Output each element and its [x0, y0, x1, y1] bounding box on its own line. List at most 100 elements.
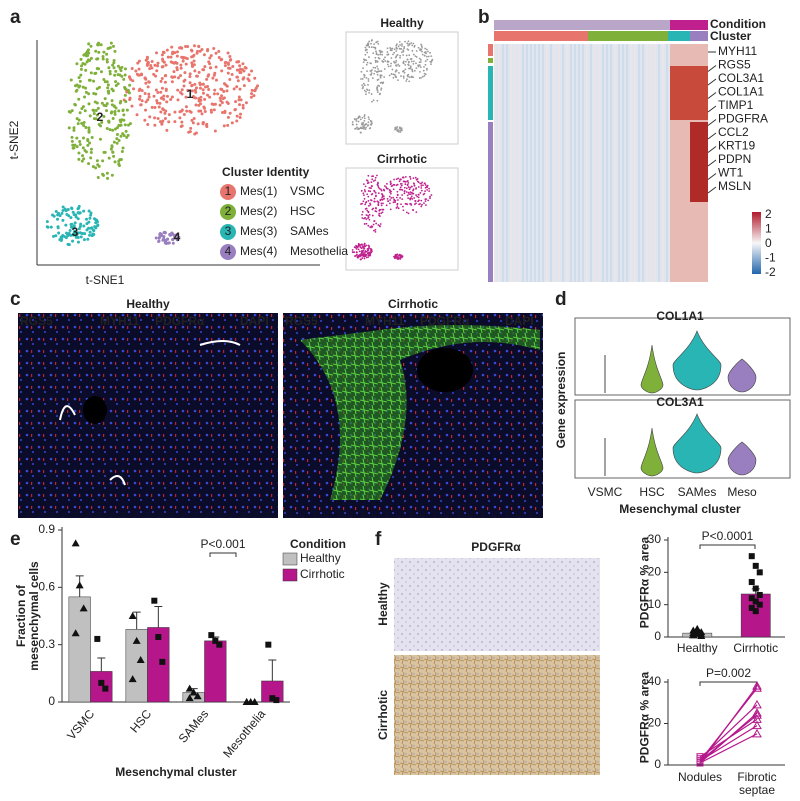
inset-dot: [367, 116, 370, 119]
tsne-dot: [109, 41, 113, 45]
error-bar: [154, 605, 163, 628]
tsne-dot: [244, 101, 248, 105]
inset-dot: [370, 187, 372, 189]
tsne-dot: [71, 143, 75, 147]
tsne-dot: [197, 44, 201, 48]
tsne-dot: [238, 87, 242, 91]
tsne-dot: [80, 159, 84, 163]
inset-dot: [422, 184, 424, 187]
tsne-dot: [160, 77, 164, 81]
tsne-dot: [144, 100, 148, 104]
tsne-dot: [220, 69, 224, 73]
tsne-dot: [57, 231, 61, 235]
tsne-dot: [156, 61, 160, 65]
inset-dot: [392, 73, 395, 76]
tsne-dot: [150, 60, 154, 64]
tsne-dot: [180, 55, 184, 59]
inset-dot: [395, 196, 398, 199]
tsne-dot: [188, 81, 192, 85]
inset-dot: [367, 80, 370, 82]
heat-stripe: [622, 44, 624, 282]
annotation: P=0.002: [706, 666, 751, 680]
tsne-dot: [208, 56, 212, 60]
inset-dot: [376, 65, 379, 68]
tsne-dot: [68, 110, 72, 114]
inset-dot: [425, 48, 428, 51]
inset-dot: [393, 178, 395, 181]
legend-label: Mes(4): [240, 244, 277, 258]
tsne-dot: [87, 162, 91, 166]
tsne-dot: [72, 213, 76, 217]
inset-dot: [375, 53, 378, 56]
inset-dot: [402, 60, 405, 63]
tsne-dot: [78, 143, 82, 147]
inset-dot: [374, 179, 377, 182]
inset-dot: [382, 60, 385, 63]
tsne-dot: [218, 96, 222, 100]
heat-stripe: [574, 44, 576, 282]
tsne-dot: [211, 102, 215, 106]
inset-dot: [373, 229, 375, 232]
inset-dot: [381, 193, 384, 196]
tsne-dot: [228, 111, 232, 115]
heat-stripe: [522, 44, 524, 282]
inset-dot: [394, 254, 397, 257]
inset-dot: [400, 182, 403, 185]
heat-stripe: [586, 44, 588, 282]
inset-dot: [426, 189, 429, 191]
tsne-dot: [107, 156, 111, 160]
tsne-dot: [106, 47, 110, 51]
inset-dot: [377, 53, 380, 56]
inset-dot: [411, 68, 413, 71]
inset-dot: [402, 209, 405, 212]
inset-dot: [409, 177, 412, 180]
inset-dot: [367, 253, 370, 256]
inset-dot: [421, 53, 424, 56]
inset-dot: [364, 123, 367, 126]
tsne-dot: [96, 175, 100, 179]
tsne-dot: [112, 61, 116, 65]
heatmap-block: [670, 66, 708, 120]
tsne-dot: [173, 110, 177, 114]
inset-dot: [365, 126, 367, 129]
tsne-dot: [103, 97, 107, 101]
inset-dot: [421, 203, 423, 206]
inset-dot: [418, 199, 420, 202]
inset-dot: [386, 47, 389, 50]
tsne-dot: [206, 85, 210, 89]
x-tick-label: Mesothelia: [220, 707, 268, 761]
inset-dot: [397, 177, 400, 180]
legend-swatch: [220, 204, 236, 220]
tsne-dot: [106, 176, 110, 180]
y-tick-label: 0.6: [38, 580, 55, 594]
tsne-dot: [159, 96, 163, 100]
x-tick-label: SAMes: [176, 707, 212, 746]
inset-dot: [398, 188, 401, 191]
tsne-dot: [138, 87, 142, 91]
tsne-dot: [106, 86, 110, 90]
inset-title: Cirrhotic: [377, 152, 427, 166]
inset-dot: [398, 40, 401, 43]
stain-label: DAPI: [505, 314, 534, 328]
tsne-dot: [144, 108, 148, 112]
tsne-dot: [249, 95, 253, 99]
heat-stripe: [494, 44, 496, 282]
tsne-dot: [241, 62, 245, 66]
inset-dot: [367, 199, 370, 202]
inset-dot: [360, 253, 362, 256]
tsne-dot: [238, 64, 242, 68]
tsne-dot: [138, 97, 142, 101]
tsne-dot: [231, 65, 235, 69]
inset-dot: [362, 192, 365, 195]
inset-dot: [381, 198, 384, 201]
inset-dot: [354, 255, 356, 257]
inset-dot: [390, 57, 393, 59]
tsne-dot: [71, 239, 75, 243]
tsne-dot: [79, 222, 83, 226]
tsne-dot: [161, 50, 165, 54]
heat-stripe: [534, 44, 536, 282]
data-point: [752, 585, 759, 592]
violin-frame: [574, 317, 791, 396]
bar: [204, 640, 227, 703]
tsne-dot: [128, 98, 132, 102]
